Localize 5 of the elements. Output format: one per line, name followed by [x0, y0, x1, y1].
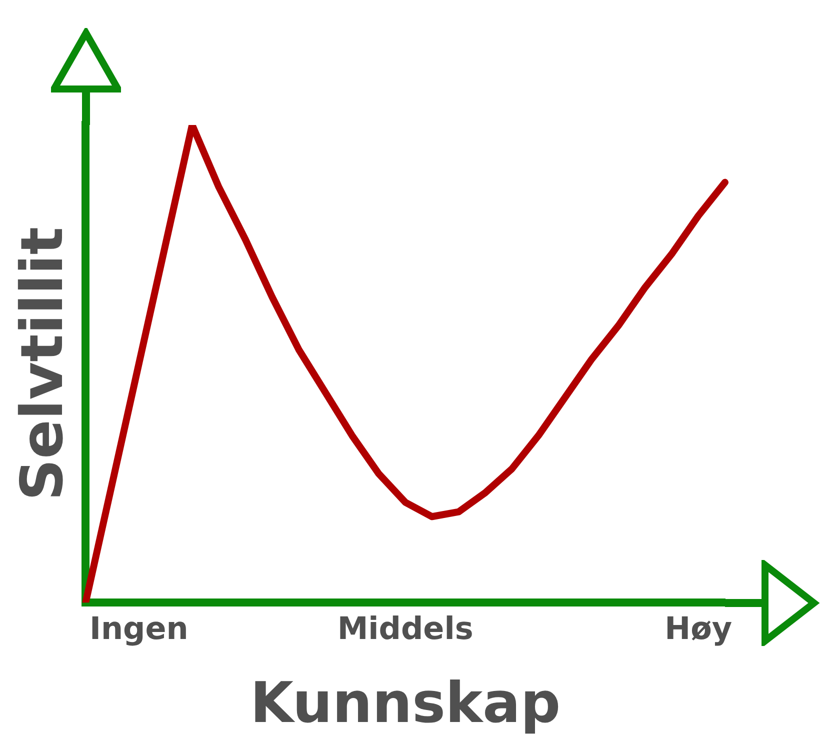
y-axis-title: Selvtillit: [8, 226, 76, 501]
x-tick-label: Ingen: [89, 611, 188, 648]
x-tick-label: Høy: [664, 611, 732, 648]
x-tick-label: Middels: [337, 611, 474, 648]
x-axis-title: Kunnskap: [250, 670, 561, 736]
